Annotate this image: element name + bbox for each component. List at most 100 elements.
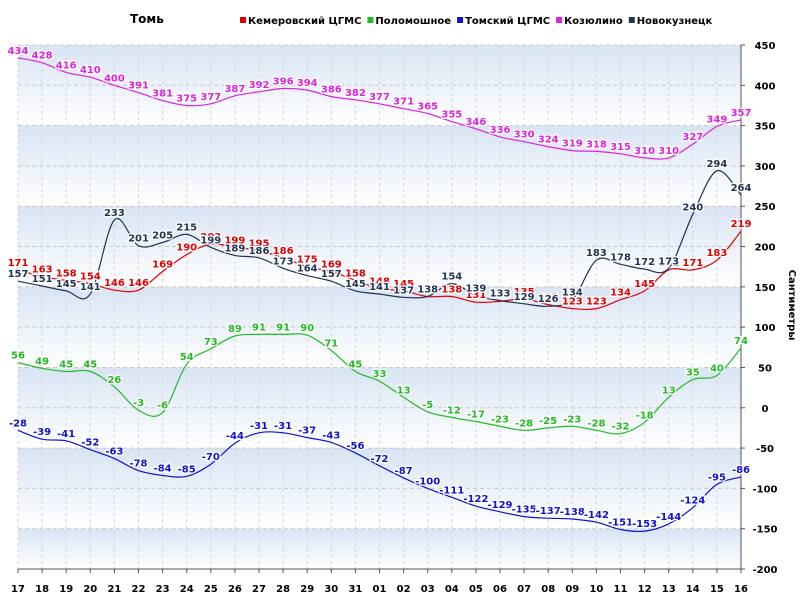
- x-tick-label: 23: [156, 584, 170, 595]
- data-label: 71: [324, 339, 338, 350]
- data-label: 128: [538, 293, 559, 304]
- data-label: 394: [297, 78, 318, 89]
- data-label: 175: [297, 255, 318, 266]
- data-label: -142: [584, 510, 609, 521]
- data-label: 132: [490, 289, 511, 300]
- x-tick-label: 03: [421, 584, 435, 595]
- x-tick-label: 09: [565, 584, 579, 595]
- data-label: 387: [224, 84, 245, 95]
- data-label: 410: [80, 65, 101, 76]
- legend-label: Томский ЦГМС: [465, 16, 550, 27]
- data-label: 157: [321, 269, 342, 280]
- x-tick-label: 08: [541, 584, 555, 595]
- x-tick-label: 06: [493, 584, 507, 595]
- data-label: -135: [512, 505, 537, 516]
- data-label: 215: [176, 222, 197, 233]
- x-tick-label: 11: [614, 584, 628, 595]
- data-label: 139: [465, 284, 486, 295]
- series-line: [17, 333, 742, 435]
- data-label: -129: [487, 500, 512, 511]
- data-label: 349: [706, 114, 727, 125]
- data-label: -144: [656, 512, 681, 523]
- data-label: 137: [393, 285, 414, 296]
- data-label: 134: [610, 288, 631, 299]
- data-label: 357: [731, 108, 752, 119]
- y-tick-label: -100: [752, 484, 777, 495]
- data-label: 355: [441, 110, 462, 121]
- x-tick-label: 05: [469, 584, 483, 595]
- x-tick-label: 24: [180, 584, 194, 595]
- data-label: 145: [634, 279, 655, 290]
- x-tick-label: 12: [638, 584, 652, 595]
- data-label: 199: [224, 235, 245, 246]
- data-label: -28: [515, 418, 533, 429]
- legend-swatch: [367, 17, 374, 23]
- series-line: [17, 170, 742, 307]
- y-tick-label: 50: [758, 363, 772, 374]
- data-label: -84: [154, 463, 172, 474]
- legend-label: Кемеровский ЦГМС: [248, 16, 361, 27]
- data-label: -32: [611, 422, 629, 433]
- data-label: -85: [178, 464, 196, 475]
- x-tick-label: 02: [397, 584, 411, 595]
- data-label: 391: [128, 81, 149, 92]
- legend-label: Новокузнецк: [637, 16, 713, 27]
- data-label: 183: [706, 248, 727, 259]
- x-tick-label: 30: [324, 584, 338, 595]
- data-label: 33: [373, 369, 387, 380]
- data-label: 157: [8, 269, 29, 280]
- data-label: 158: [345, 268, 366, 279]
- series-line: [17, 429, 742, 533]
- data-label: 294: [706, 159, 727, 170]
- data-label: -12: [443, 405, 461, 416]
- legend: Кемеровский ЦГМС Поломошное Томский ЦГМС Ко…: [240, 16, 712, 27]
- y-tick-label: 450: [755, 41, 776, 52]
- data-label: -70: [202, 452, 220, 463]
- data-label: 141: [80, 282, 101, 293]
- data-label: 171: [8, 258, 29, 269]
- data-label: 173: [273, 256, 294, 267]
- data-label: -41: [57, 429, 75, 440]
- data-label: 336: [490, 125, 511, 136]
- x-tick-label: 27: [252, 584, 266, 595]
- x-tick-label: 18: [35, 584, 49, 595]
- data-label: 135: [514, 287, 535, 298]
- x-tick-label: 04: [445, 584, 459, 595]
- data-label: 145: [345, 279, 366, 290]
- data-label: 310: [634, 146, 655, 157]
- x-tick-label: 28: [276, 584, 290, 595]
- data-label: 154: [80, 272, 101, 283]
- legend-swatch: [556, 17, 563, 23]
- data-label: -137: [536, 506, 561, 517]
- data-label: 318: [586, 139, 607, 150]
- legend-swatch: [457, 17, 464, 23]
- data-label: 178: [610, 252, 631, 263]
- data-label: 327: [682, 132, 703, 143]
- y-tick-label: 200: [755, 243, 776, 254]
- data-label: 13: [662, 385, 676, 396]
- x-tick-label: 15: [710, 584, 724, 595]
- data-label: 91: [276, 322, 290, 333]
- data-label: 371: [393, 97, 414, 108]
- data-label: 183: [586, 248, 607, 259]
- data-label: 233: [104, 208, 125, 219]
- data-label: 45: [59, 359, 73, 370]
- data-label: 89: [228, 324, 242, 335]
- data-label: 400: [104, 73, 125, 84]
- y-tick-label: 150: [755, 283, 776, 294]
- data-label: 434: [8, 46, 29, 57]
- data-label: 375: [176, 93, 197, 104]
- series-line: [17, 230, 742, 311]
- data-label: 173: [658, 256, 679, 267]
- data-label: -23: [563, 414, 581, 425]
- data-label: 377: [369, 92, 390, 103]
- data-label: 138: [441, 285, 462, 296]
- y-axis-label: Сантиметры: [786, 270, 797, 341]
- x-tick-label: 21: [107, 584, 121, 595]
- data-label: 199: [200, 235, 221, 246]
- data-label: 201: [128, 234, 149, 245]
- data-label: 134: [562, 288, 583, 299]
- y-axis-ticks: 450 400 350 300 250 200 150 100 50 0 -50 -100 -150 -2…: [740, 41, 778, 576]
